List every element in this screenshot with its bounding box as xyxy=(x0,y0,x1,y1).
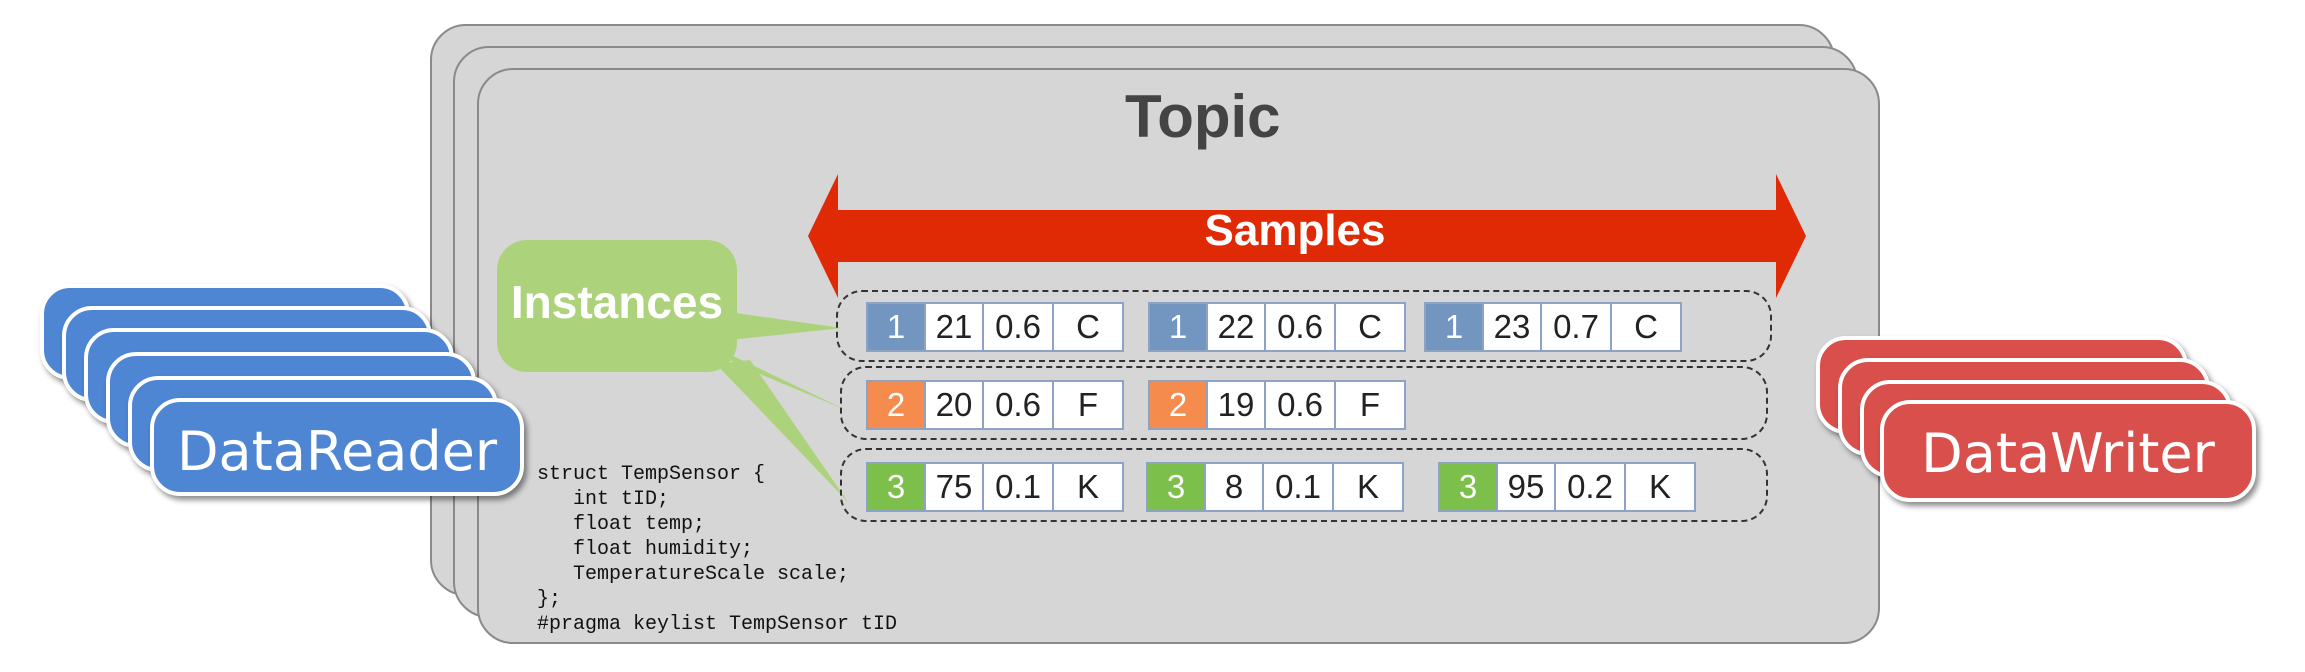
sample-humidity-cell: 0.1 xyxy=(1262,462,1334,512)
sample-tuple: 3 8 0.1 K xyxy=(1146,462,1404,512)
sample-humidity-cell: 0.1 xyxy=(982,462,1054,512)
data-writer-label: DataWriter xyxy=(1921,422,2215,485)
sample-scale-cell: K xyxy=(1332,462,1404,512)
sample-humidity-cell: 0.7 xyxy=(1540,302,1612,352)
data-writer-card: DataWriter xyxy=(1880,400,2256,502)
code-line: int tID; xyxy=(537,488,670,511)
sample-tuple: 1 22 0.6 C xyxy=(1148,302,1406,352)
instance-row-2 xyxy=(840,366,1768,440)
sample-key-cell: 1 xyxy=(866,302,926,352)
sample-key-cell: 2 xyxy=(1148,380,1208,430)
sample-tuple: 1 23 0.7 C xyxy=(1424,302,1682,352)
code-line: #pragma keylist TempSensor tID xyxy=(537,613,898,636)
sample-humidity-cell: 0.2 xyxy=(1554,462,1626,512)
sample-tuple: 3 75 0.1 K xyxy=(866,462,1124,512)
sample-scale-cell: C xyxy=(1052,302,1124,352)
sample-key-cell: 1 xyxy=(1424,302,1484,352)
sample-scale-cell: K xyxy=(1624,462,1696,512)
instances-label: Instances xyxy=(510,276,724,328)
sample-scale-cell: F xyxy=(1334,380,1406,430)
instance-row-3 xyxy=(840,448,1768,522)
sample-key-cell: 2 xyxy=(866,380,926,430)
sample-key-cell: 3 xyxy=(1146,462,1206,512)
sample-key-cell: 3 xyxy=(866,462,926,512)
sample-tuple: 2 20 0.6 F xyxy=(866,380,1124,430)
samples-label: Samples xyxy=(1204,206,1386,255)
sample-scale-cell: K xyxy=(1052,462,1124,512)
sample-tuple: 1 21 0.6 C xyxy=(866,302,1124,352)
sample-temp-cell: 22 xyxy=(1206,302,1266,352)
sample-temp-cell: 19 xyxy=(1206,380,1266,430)
code-line: float temp; xyxy=(537,513,706,536)
sample-temp-cell: 95 xyxy=(1496,462,1556,512)
code-line: float humidity; xyxy=(537,538,754,561)
code-line: }; xyxy=(537,588,562,611)
data-reader-card: DataReader xyxy=(150,398,524,496)
sample-scale-cell: F xyxy=(1052,380,1124,430)
sample-tuple: 2 19 0.6 F xyxy=(1148,380,1406,430)
sample-temp-cell: 20 xyxy=(924,380,984,430)
sample-temp-cell: 75 xyxy=(924,462,984,512)
sample-scale-cell: C xyxy=(1334,302,1406,352)
sample-humidity-cell: 0.6 xyxy=(1264,380,1336,430)
sample-scale-cell: C xyxy=(1610,302,1682,352)
instance-row-1 xyxy=(836,290,1772,362)
code-line: struct TempSensor { xyxy=(537,463,766,486)
sample-humidity-cell: 0.6 xyxy=(1264,302,1336,352)
sample-key-cell: 1 xyxy=(1148,302,1208,352)
sample-temp-cell: 21 xyxy=(924,302,984,352)
sample-temp-cell: 8 xyxy=(1204,462,1264,512)
code-line: TemperatureScale scale; xyxy=(537,563,850,586)
sample-humidity-cell: 0.6 xyxy=(982,302,1054,352)
idl-code: struct TempSensor { int tID; float temp;… xyxy=(537,462,897,637)
sample-key-cell: 3 xyxy=(1438,462,1498,512)
sample-tuple: 3 95 0.2 K xyxy=(1438,462,1696,512)
sample-humidity-cell: 0.6 xyxy=(982,380,1054,430)
topic-title: Topic xyxy=(1125,83,1281,150)
instances-bubble: Instances xyxy=(497,240,737,372)
data-reader-label: DataReader xyxy=(176,420,498,483)
sample-temp-cell: 23 xyxy=(1482,302,1542,352)
